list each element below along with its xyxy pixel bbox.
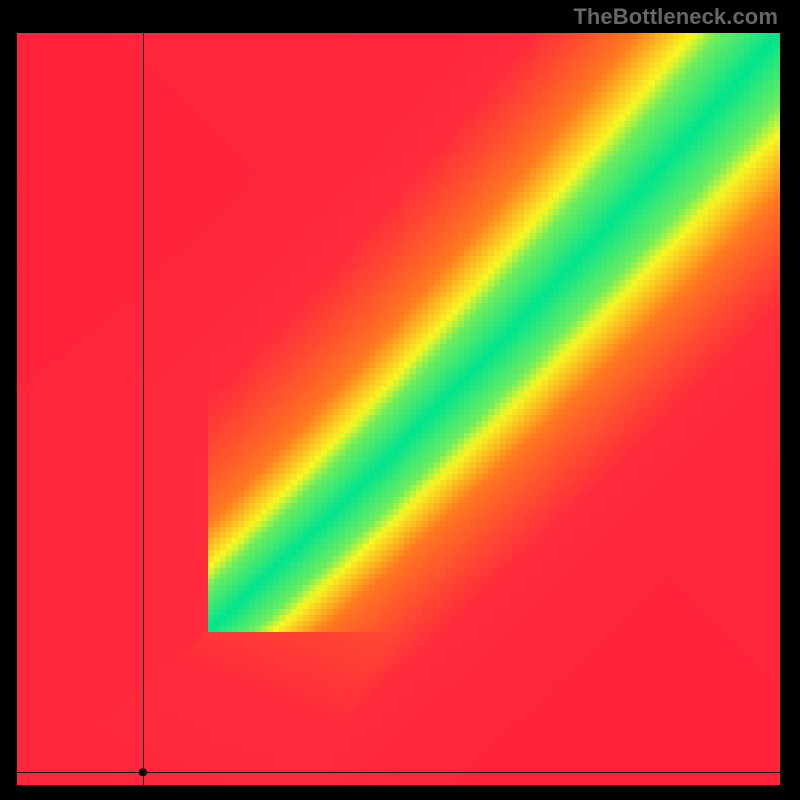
bottleneck-heatmap [0, 0, 800, 800]
chart-container: TheBottleneck.com [0, 0, 800, 800]
watermark-text: TheBottleneck.com [573, 4, 778, 30]
